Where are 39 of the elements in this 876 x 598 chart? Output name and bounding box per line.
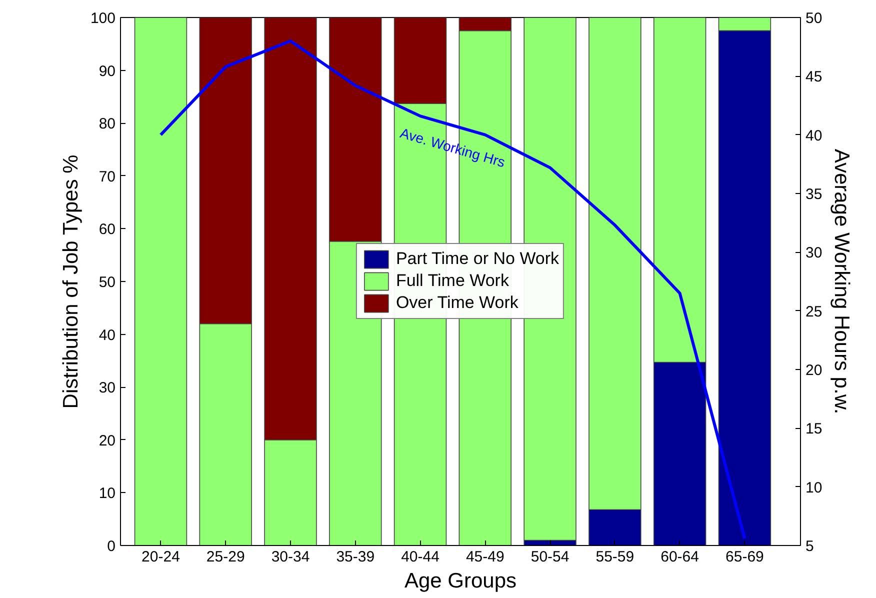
- legend-label: Full Time Work: [396, 271, 509, 291]
- y-tick-label: 20: [98, 432, 116, 450]
- y-tick-label: 80: [98, 116, 116, 133]
- x-tick-label: 45-49: [466, 548, 504, 566]
- y2-tick-label: 10: [806, 479, 822, 496]
- y2-tick-label: 25: [806, 303, 822, 320]
- y2-axis-title: Average Working Hours p.w.: [830, 148, 854, 414]
- x-tick-label: 20-24: [142, 548, 180, 566]
- y-tick-label: 100: [90, 10, 116, 27]
- y2-tick-label: 15: [806, 420, 822, 438]
- legend-label: Part Time or No Work: [396, 249, 560, 269]
- x-tick-label: 40-44: [401, 548, 440, 566]
- x-tick-label: 30-34: [271, 548, 310, 566]
- y-tick-label: 70: [98, 168, 116, 186]
- x-tick-label: 25-29: [206, 548, 245, 566]
- y-tick-label: 90: [98, 62, 116, 80]
- y-tick-label: 40: [98, 326, 116, 344]
- y2-tick-label: 50: [806, 10, 822, 27]
- line-series: [159, 39, 746, 540]
- x-tick-label: 35-39: [336, 548, 375, 566]
- legend-label: Over Time Work: [396, 293, 518, 313]
- y-axis-title: Distribution of Job Types %: [59, 154, 82, 409]
- y-tick-label: 60: [98, 221, 116, 238]
- x-axis-title: Age Groups: [404, 570, 517, 592]
- y-tick-label: 0: [107, 538, 116, 555]
- x-tick-label: 55-59: [596, 548, 634, 566]
- y-tick-label: 10: [98, 485, 116, 502]
- y2-tick-label: 40: [806, 127, 822, 144]
- y2-tick-label: 30: [806, 244, 822, 262]
- y2-tick-label: 45: [806, 68, 822, 86]
- x-tick-label: 60-64: [660, 548, 700, 566]
- x-tick-label: 65-69: [726, 548, 764, 566]
- x-tick-label: 50-54: [530, 548, 570, 566]
- y2-tick-label: 20: [806, 362, 822, 379]
- y-tick-label: 30: [98, 380, 116, 397]
- bar: [134, 18, 188, 546]
- y-tick-label: 50: [98, 274, 116, 291]
- y2-tick-label: 5: [806, 538, 814, 555]
- y2-tick-label: 35: [806, 186, 822, 203]
